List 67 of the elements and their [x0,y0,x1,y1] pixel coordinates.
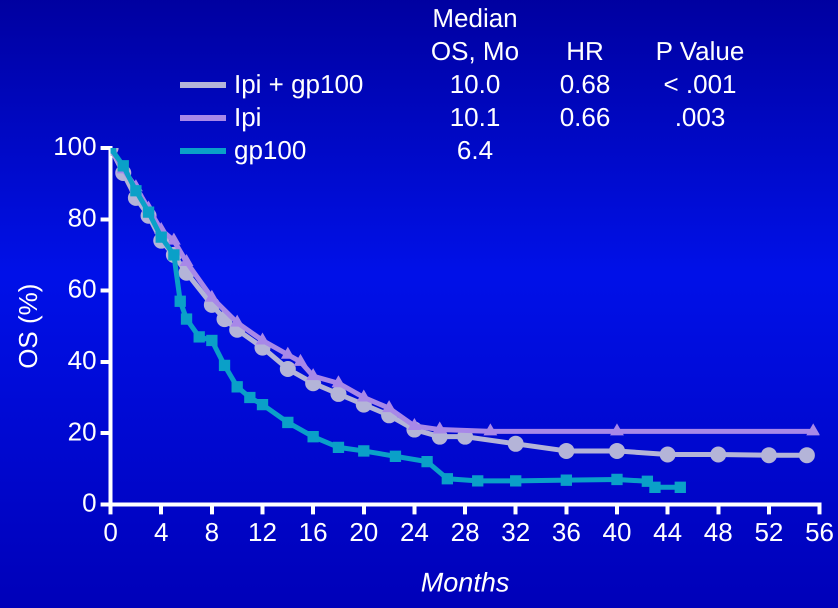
x-tick-label: 44 [653,517,682,548]
point [798,447,815,464]
point [232,381,243,392]
text: 10.1 [448,101,502,134]
point [442,473,453,484]
point [608,442,625,459]
point [560,474,572,486]
point [649,482,661,493]
x-tick-label: 40 [602,517,632,548]
point [282,416,294,428]
x-tick-label: 36 [552,517,581,548]
point [332,442,344,454]
point [358,445,370,457]
point [218,360,230,372]
y-tick-label: 40 [68,345,97,376]
x-tick-label: 0 [103,517,118,548]
text: 0.68 [558,68,612,101]
point [174,296,186,307]
x-tick-label: 12 [248,517,277,548]
point [421,456,433,468]
y-tick-label: 60 [68,274,97,304]
x-tick-label: 32 [501,517,530,548]
point [280,360,296,377]
x-tick-label: 20 [349,517,378,548]
y-tick-label: 100 [53,131,97,162]
x-tick-label: 56 [805,517,834,548]
y-axis-title: OS (%) [12,284,43,369]
point [611,474,623,486]
point [180,313,192,325]
point [660,446,676,463]
x-tick-label: 4 [154,517,168,548]
annotation: 6.4 [456,134,494,167]
point [508,436,524,452]
x-tick-label: 24 [400,517,429,548]
y-tick-label: 80 [68,202,97,232]
legend-label: gp100 [234,134,306,167]
point [674,482,686,493]
text: HR [565,35,605,68]
x-tick-label: 52 [754,517,784,548]
y-tick-label: 20 [68,416,97,446]
point [307,431,319,442]
text: < .001 [662,68,738,101]
point [206,334,218,346]
point [130,185,142,196]
x-tick-label: 16 [298,517,328,548]
point [760,447,777,464]
text: Median OS, Mo [430,2,520,68]
x-axis-title: Months [420,567,510,598]
legend-label: Ipi + gp100 [234,68,364,101]
x-tick-label: 8 [204,517,220,548]
y-tick-label: 0 [82,488,97,518]
point [330,386,346,402]
point [510,475,522,487]
x-tick-label: 28 [450,517,480,548]
text: P Value [654,35,746,68]
text: 10.0 [448,68,502,101]
point [390,450,402,462]
point [244,392,256,404]
point [256,398,268,410]
point [472,475,484,487]
text: .003 [674,101,726,134]
point [194,331,205,343]
x-tick-label: 48 [704,517,733,548]
point [558,442,574,459]
legend-label: Ipi [234,101,262,134]
text: 0.66 [558,101,612,134]
point [710,446,726,463]
